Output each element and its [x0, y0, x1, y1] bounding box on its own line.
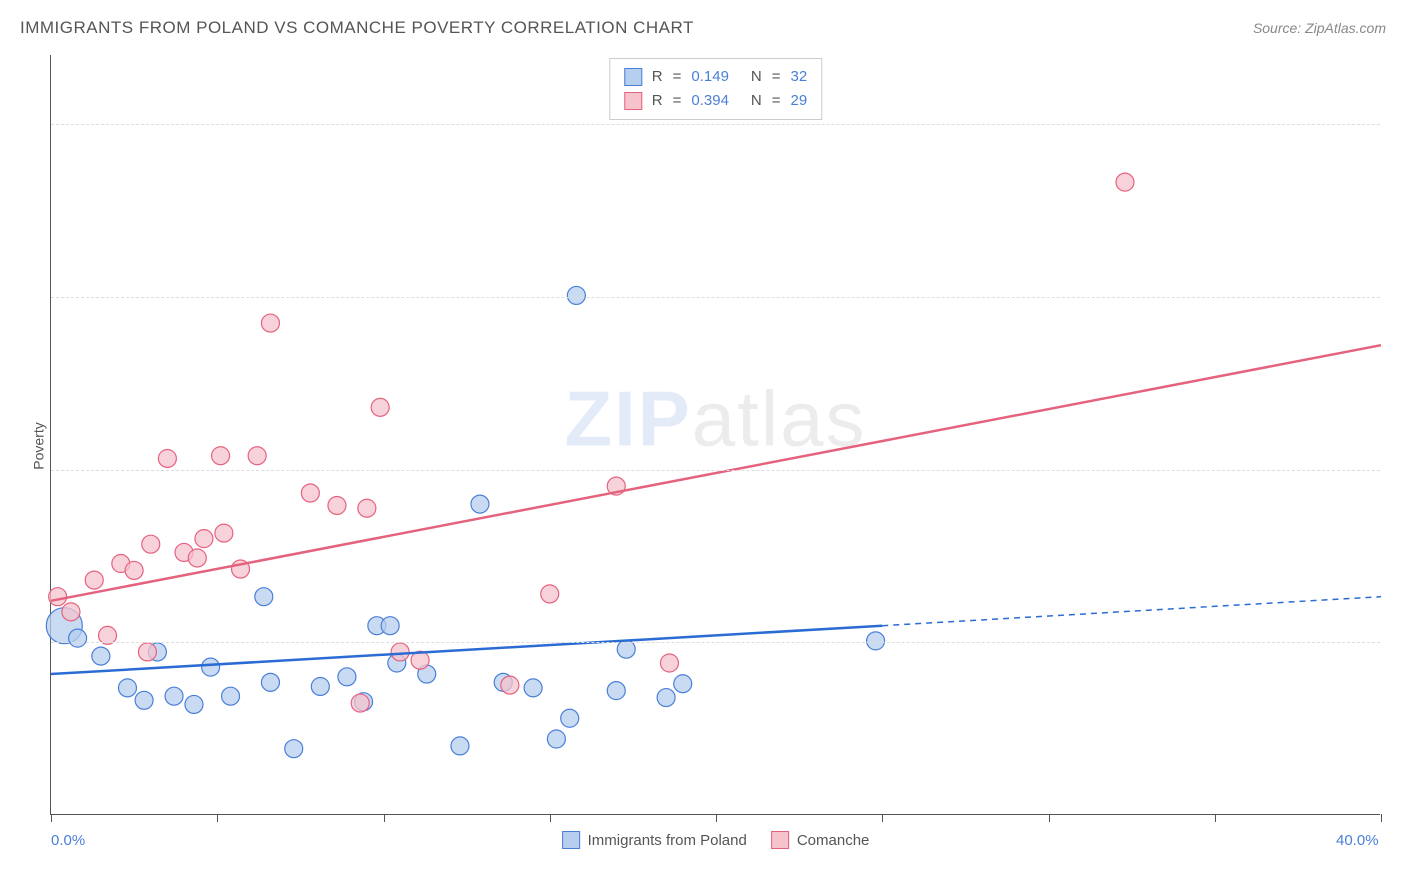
scatter-point-comanche: [85, 571, 103, 589]
stats-box: R = 0.149 N = 32 R = 0.394 N = 29: [609, 58, 822, 120]
stats-swatch: [624, 68, 642, 86]
x-tick: [51, 814, 52, 822]
stats-row: R = 0.149 N = 32: [624, 65, 807, 89]
scatter-point-poland: [261, 673, 279, 691]
scatter-point-poland: [607, 682, 625, 700]
scatter-point-poland: [471, 495, 489, 513]
x-tick: [217, 814, 218, 822]
x-tick-label: 40.0%: [1336, 832, 1379, 849]
scatter-point-poland: [202, 658, 220, 676]
scatter-point-poland: [92, 647, 110, 665]
scatter-point-comanche: [1116, 173, 1134, 191]
legend-bottom: Immigrants from Poland Comanche: [562, 831, 870, 849]
scatter-point-comanche: [541, 585, 559, 603]
scatter-point-poland: [185, 695, 203, 713]
trendline-comanche: [51, 345, 1381, 601]
x-tick: [1049, 814, 1050, 822]
stat-n-value: 32: [791, 65, 808, 89]
scatter-point-comanche: [351, 694, 369, 712]
scatter-point-poland: [381, 617, 399, 635]
x-tick-label: 0.0%: [51, 832, 85, 849]
x-tick: [550, 814, 551, 822]
scatter-point-poland: [69, 629, 87, 647]
stats-swatch: [624, 92, 642, 110]
x-tick: [1381, 814, 1382, 822]
legend-swatch: [771, 831, 789, 849]
scatter-point-comanche: [215, 524, 233, 542]
trendline-poland: [51, 626, 882, 674]
stat-eq: =: [673, 89, 682, 113]
scatter-point-comanche: [125, 561, 143, 579]
scatter-point-poland: [311, 677, 329, 695]
scatter-point-poland: [524, 679, 542, 697]
gridline-h: [51, 124, 1380, 125]
scatter-point-poland: [451, 737, 469, 755]
stat-eq: =: [772, 65, 781, 89]
stat-r-label: R: [652, 89, 663, 113]
scatter-point-comanche: [261, 314, 279, 332]
scatter-point-poland: [567, 286, 585, 304]
x-tick: [1215, 814, 1216, 822]
scatter-point-comanche: [62, 603, 80, 621]
scatter-point-comanche: [49, 588, 67, 606]
plot-area: ZIPatlas R=0.149N=32R=0.394N=29 Immigran…: [50, 55, 1380, 815]
scatter-point-poland: [165, 687, 183, 705]
scatter-point-comanche: [501, 676, 519, 694]
scatter-point-poland: [135, 691, 153, 709]
stat-n-label: N: [751, 89, 762, 113]
scatter-point-comanche: [142, 535, 160, 553]
scatter-point-poland: [547, 730, 565, 748]
gridline-h: [51, 470, 1380, 471]
stats-row: R = 0.394 N = 29: [624, 89, 807, 113]
legend-swatch: [562, 831, 580, 849]
x-tick: [384, 814, 385, 822]
y-axis-title: Poverty: [31, 422, 47, 469]
scatter-point-comanche: [391, 643, 409, 661]
scatter-point-poland: [222, 687, 240, 705]
scatter-point-poland: [867, 632, 885, 650]
legend-item: Comanche: [771, 831, 870, 849]
chart-container: IMMIGRANTS FROM POLAND VS COMANCHE POVER…: [0, 0, 1406, 892]
scatter-point-comanche: [248, 447, 266, 465]
scatter-point-comanche: [138, 643, 156, 661]
scatter-point-comanche: [371, 398, 389, 416]
scatter-point-poland: [285, 740, 303, 758]
scatter-point-poland: [674, 675, 692, 693]
x-tick: [716, 814, 717, 822]
stat-eq: =: [772, 89, 781, 113]
gridline-h: [51, 297, 1380, 298]
x-tick: [882, 814, 883, 822]
scatter-point-comanche: [212, 447, 230, 465]
stat-eq: =: [673, 65, 682, 89]
scatter-point-comanche: [158, 449, 176, 467]
stat-n-value: 29: [791, 89, 808, 113]
legend-label: Comanche: [797, 832, 870, 849]
scatter-point-poland: [338, 668, 356, 686]
scatter-point-comanche: [188, 549, 206, 567]
chart-title: IMMIGRANTS FROM POLAND VS COMANCHE POVER…: [20, 18, 694, 38]
legend-label: Immigrants from Poland: [588, 832, 747, 849]
stat-r-label: R: [652, 65, 663, 89]
scatter-point-poland: [255, 588, 273, 606]
scatter-point-comanche: [358, 499, 376, 517]
header: IMMIGRANTS FROM POLAND VS COMANCHE POVER…: [20, 18, 1386, 38]
stat-r-value: 0.394: [691, 89, 729, 113]
source-attribution: Source: ZipAtlas.com: [1253, 20, 1386, 36]
scatter-point-comanche: [328, 496, 346, 514]
legend-item: Immigrants from Poland: [562, 831, 747, 849]
scatter-point-comanche: [301, 484, 319, 502]
stat-r-value: 0.149: [691, 65, 729, 89]
scatter-point-comanche: [195, 530, 213, 548]
scatter-point-comanche: [660, 654, 678, 672]
scatter-point-poland: [118, 679, 136, 697]
chart-svg: [51, 55, 1380, 814]
scatter-point-poland: [561, 709, 579, 727]
scatter-point-poland: [657, 689, 675, 707]
gridline-h: [51, 642, 1380, 643]
stat-n-label: N: [751, 65, 762, 89]
trendline-dashed-poland: [882, 597, 1381, 626]
